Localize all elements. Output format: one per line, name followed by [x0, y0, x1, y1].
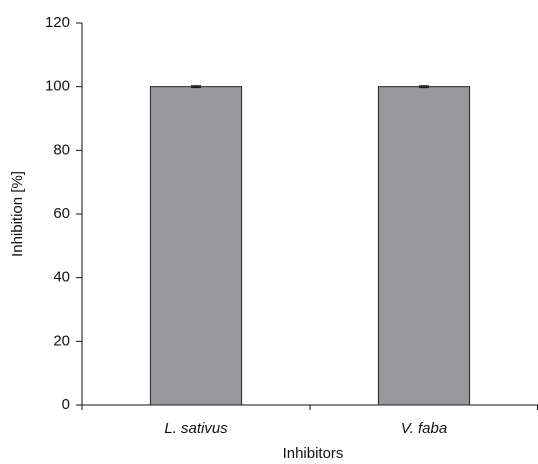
x-axis-title: Inhibitors — [283, 445, 344, 462]
y-tick-label: 100 — [45, 78, 70, 95]
y-tick-label: 60 — [53, 205, 70, 222]
error-bar — [191, 85, 201, 89]
x-tick-label: L. sativus — [164, 420, 228, 437]
y-axis-title: Inhibition [%] — [9, 171, 26, 257]
y-tick-label: 40 — [53, 269, 70, 286]
y-tick-label: 0 — [62, 396, 70, 413]
bar — [149, 86, 243, 406]
bar — [377, 86, 471, 406]
error-bar — [419, 85, 429, 89]
y-tick-label: 20 — [53, 332, 70, 349]
x-tick-label: V. faba — [401, 420, 447, 437]
y-tick-label: 120 — [45, 14, 70, 31]
y-tick-label: 80 — [53, 141, 70, 158]
